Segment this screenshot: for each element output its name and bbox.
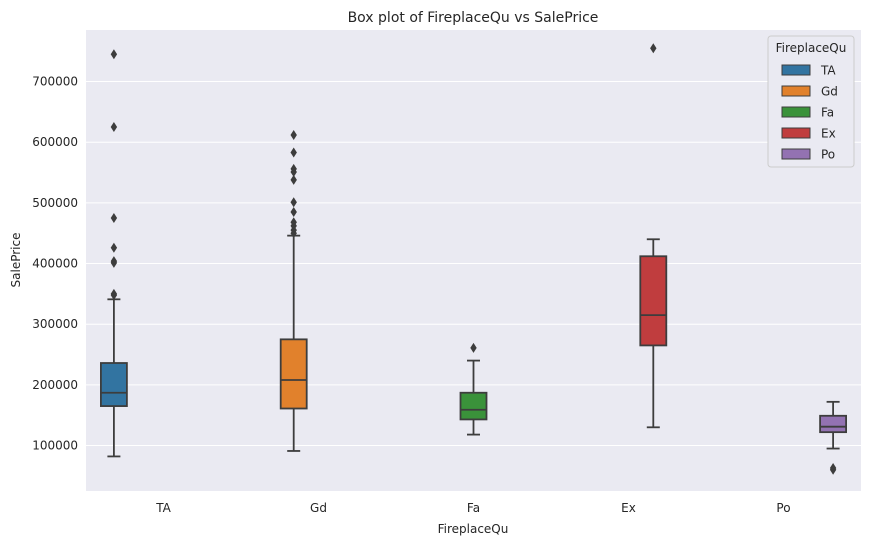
outlier-point: [290, 147, 297, 158]
y-tick-label: 600000: [32, 135, 78, 149]
outlier-point: [110, 290, 118, 301]
legend-swatch: [781, 106, 811, 118]
x-axis-label: FireplaceQu: [438, 522, 509, 536]
outlier-point: [650, 43, 657, 54]
outlier-point: [290, 129, 297, 140]
legend-title: FireplaceQu: [776, 41, 847, 55]
legend-swatch: [781, 148, 811, 160]
y-tick-label: 400000: [32, 257, 78, 271]
outlier-point: [290, 166, 297, 177]
x-tick-label: Gd: [310, 501, 327, 515]
box-fa: [459, 342, 488, 436]
x-tick-label: Fa: [467, 501, 480, 515]
x-tick-label: Po: [776, 501, 790, 515]
outlier-point: [290, 174, 297, 185]
y-tick-label: 100000: [32, 439, 78, 453]
legend-swatch: [781, 127, 811, 139]
box-gd: [279, 129, 308, 452]
box-iqr: [819, 414, 847, 434]
outlier-point: [110, 242, 118, 253]
x-tick-label: Ex: [621, 501, 636, 515]
outlier-point: [110, 49, 118, 60]
outlier-point: [110, 257, 118, 268]
box-ex: [639, 43, 668, 429]
box-iqr: [100, 362, 128, 407]
legend-swatch: [781, 64, 811, 76]
box-ta: [100, 49, 128, 458]
legend-swatch: [781, 85, 811, 97]
x-axis-ticks: TA Gd Fa Ex Po: [155, 501, 790, 515]
box-po: [819, 400, 847, 475]
outlier-point: [829, 464, 837, 475]
legend-entry-label: Po: [821, 148, 835, 162]
y-tick-label: 500000: [32, 196, 78, 210]
outlier-point: [470, 342, 477, 353]
outlier-point: [110, 213, 118, 224]
outlier-point: [290, 228, 297, 239]
y-tick-label: 700000: [32, 75, 78, 89]
y-tick-label: 200000: [32, 378, 78, 392]
box-iqr: [279, 338, 308, 410]
y-tick-label: 300000: [32, 317, 78, 331]
y-axis-ticks: 100000 200000 300000 400000 500000 600000 7000…: [32, 75, 78, 453]
legend[interactable]: FireplaceQu TA Gd Fa Ex Po: [767, 35, 855, 168]
y-axis-label: SalePrice: [9, 233, 23, 288]
legend-entry-label: Fa: [821, 106, 834, 120]
legend-entry-label: Ex: [821, 127, 836, 141]
chart-title: Box plot of FireplaceQu vs SalePrice: [348, 10, 599, 26]
box-iqr: [639, 255, 668, 347]
outlier-point: [290, 197, 297, 208]
legend-entry-label: TA: [820, 64, 836, 78]
outlier-point: [110, 122, 118, 133]
box-iqr: [459, 391, 488, 421]
outlier-point: [290, 206, 297, 217]
legend-frame: [767, 35, 855, 168]
boxes: [100, 43, 847, 475]
legend-entry-label: Gd: [821, 85, 838, 99]
x-tick-label: TA: [155, 501, 171, 515]
